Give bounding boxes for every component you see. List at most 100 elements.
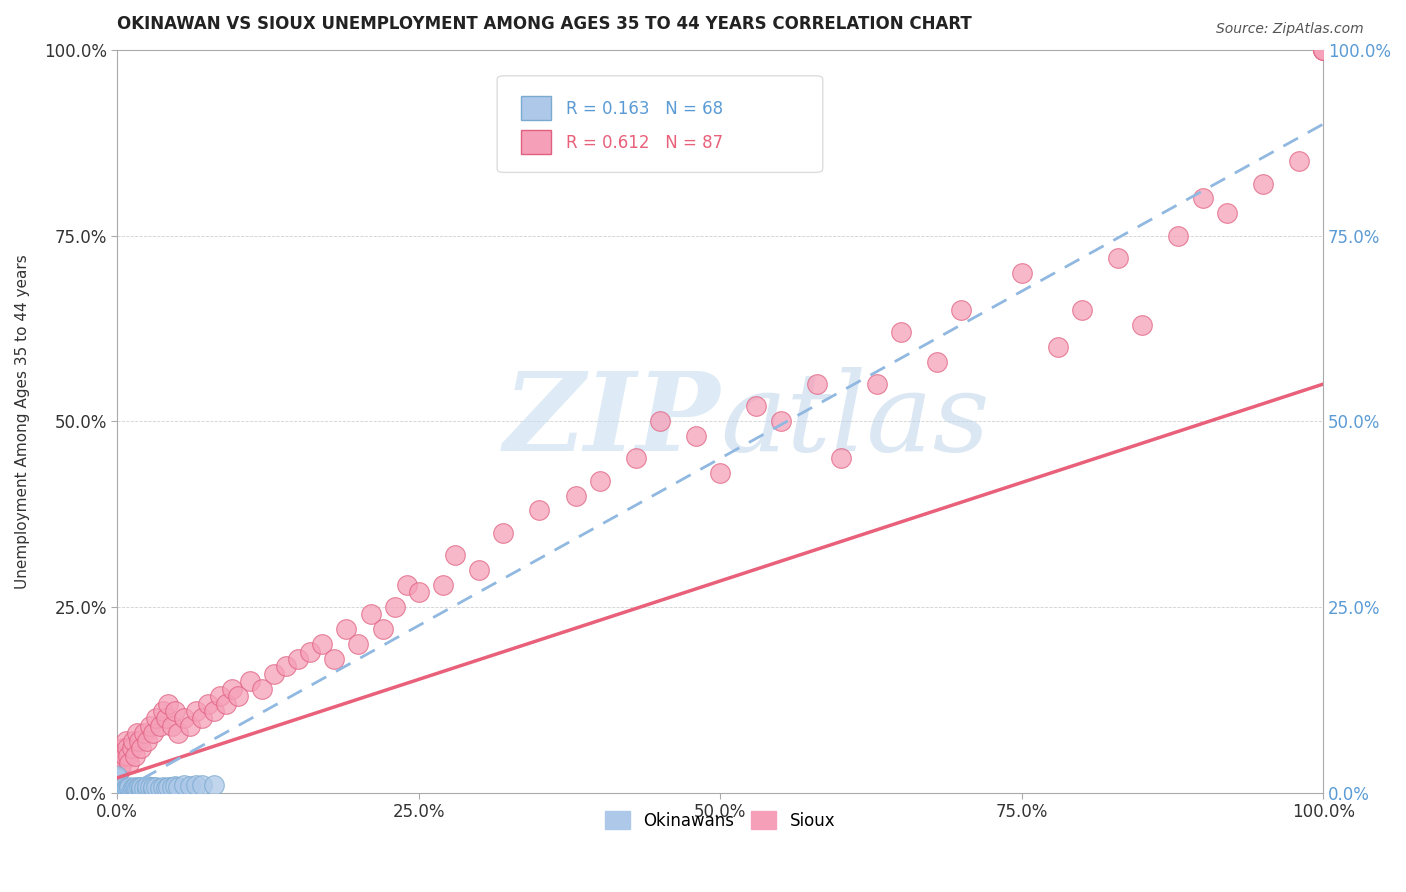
- Point: [202, 778, 225, 792]
- Point: [1107, 251, 1129, 265]
- Point: [118, 756, 141, 770]
- Point: [105, 786, 128, 800]
- Point: [1011, 266, 1033, 280]
- Point: [166, 726, 188, 740]
- Point: [108, 783, 131, 797]
- Point: [112, 780, 135, 794]
- Point: [263, 666, 285, 681]
- Point: [371, 622, 394, 636]
- Point: [221, 681, 243, 696]
- Point: [105, 781, 128, 796]
- Point: [173, 711, 195, 725]
- Point: [468, 563, 491, 577]
- Point: [139, 719, 162, 733]
- Point: [121, 782, 143, 797]
- FancyBboxPatch shape: [522, 96, 551, 120]
- Point: [276, 659, 298, 673]
- Point: [136, 733, 159, 747]
- Point: [125, 726, 148, 740]
- Point: [117, 748, 139, 763]
- Point: [1312, 43, 1334, 57]
- Point: [105, 786, 128, 800]
- Text: Source: ZipAtlas.com: Source: ZipAtlas.com: [1216, 22, 1364, 37]
- Point: [124, 781, 146, 796]
- Point: [152, 780, 174, 794]
- Point: [105, 774, 128, 789]
- Point: [360, 607, 382, 622]
- Point: [132, 781, 155, 796]
- Point: [105, 786, 128, 800]
- Point: [432, 577, 454, 591]
- Point: [118, 783, 141, 797]
- Point: [105, 778, 128, 792]
- Point: [311, 637, 333, 651]
- Point: [110, 782, 132, 797]
- Point: [105, 777, 128, 791]
- Point: [866, 377, 889, 392]
- Point: [890, 325, 912, 339]
- Point: [132, 726, 155, 740]
- Point: [105, 778, 128, 792]
- Point: [156, 780, 179, 794]
- Point: [105, 786, 128, 800]
- Point: [122, 781, 145, 796]
- Point: [408, 585, 430, 599]
- Point: [190, 711, 212, 725]
- Point: [155, 781, 177, 796]
- Point: [184, 778, 207, 792]
- Legend: Okinawans, Sioux: Okinawans, Sioux: [599, 805, 842, 837]
- Point: [118, 780, 141, 794]
- Point: [105, 772, 128, 787]
- Point: [148, 781, 170, 796]
- Point: [105, 786, 128, 800]
- Point: [1288, 154, 1310, 169]
- Point: [111, 756, 134, 770]
- Point: [114, 748, 136, 763]
- Point: [105, 786, 128, 800]
- Point: [148, 719, 170, 733]
- Point: [226, 689, 249, 703]
- Point: [215, 697, 238, 711]
- Point: [105, 771, 128, 785]
- Point: [1167, 228, 1189, 243]
- Point: [105, 771, 128, 785]
- Point: [529, 503, 551, 517]
- Point: [950, 302, 973, 317]
- Text: OKINAWAN VS SIOUX UNEMPLOYMENT AMONG AGES 35 TO 44 YEARS CORRELATION CHART: OKINAWAN VS SIOUX UNEMPLOYMENT AMONG AGE…: [117, 15, 972, 33]
- Point: [299, 644, 322, 658]
- Point: [155, 711, 177, 725]
- Point: [105, 786, 128, 800]
- Point: [648, 414, 671, 428]
- Point: [105, 774, 128, 789]
- FancyBboxPatch shape: [522, 129, 551, 153]
- Point: [588, 474, 610, 488]
- Point: [1071, 302, 1094, 317]
- Point: [179, 719, 201, 733]
- Point: [125, 781, 148, 796]
- Point: [112, 783, 135, 797]
- Point: [105, 771, 128, 785]
- Point: [173, 778, 195, 792]
- Point: [160, 719, 183, 733]
- Point: [160, 780, 183, 795]
- Point: [384, 599, 406, 614]
- Point: [105, 786, 128, 800]
- Point: [105, 786, 128, 800]
- Point: [184, 704, 207, 718]
- Point: [1215, 206, 1237, 220]
- Point: [136, 779, 159, 793]
- Point: [128, 733, 150, 747]
- Point: [1312, 43, 1334, 57]
- Point: [105, 769, 128, 783]
- Point: [128, 780, 150, 795]
- Point: [830, 451, 852, 466]
- Point: [395, 577, 418, 591]
- Y-axis label: Unemployment Among Ages 35 to 44 years: Unemployment Among Ages 35 to 44 years: [15, 254, 30, 589]
- Text: ZIP: ZIP: [503, 368, 720, 475]
- Point: [114, 782, 136, 797]
- Point: [136, 781, 159, 796]
- Point: [190, 778, 212, 792]
- FancyBboxPatch shape: [498, 76, 823, 172]
- Point: [124, 748, 146, 763]
- Point: [1251, 177, 1274, 191]
